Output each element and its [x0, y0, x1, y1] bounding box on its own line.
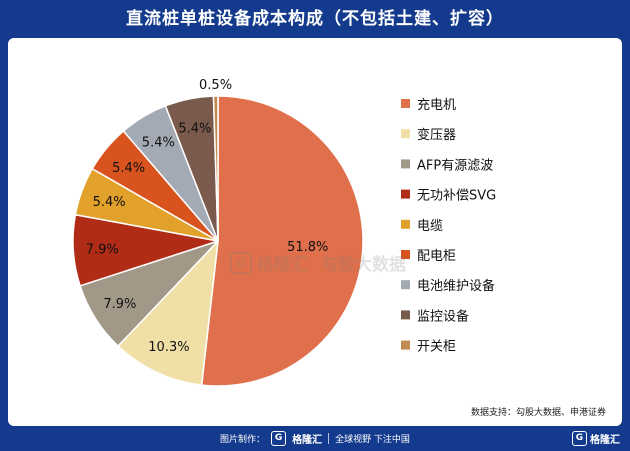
- footer-corner-logo-name: 格隆汇: [590, 435, 620, 446]
- chart-title: 直流桩单桩设备成本构成（不包括土建、扩容）: [126, 9, 504, 29]
- watermark-logo-name: 格隆汇: [257, 255, 308, 275]
- legend-swatch-0: [401, 99, 410, 108]
- legend-label-6: 电池维护设备: [417, 278, 495, 294]
- data-label-0: 51.8%: [287, 240, 328, 255]
- legend-label-1: 变压器: [417, 127, 456, 143]
- legend-label-5: 配电柜: [417, 249, 456, 264]
- pie-slice-0: [200, 95, 364, 387]
- pie-slice-8: [212, 95, 219, 242]
- legend-swatch-4: [401, 219, 410, 229]
- legend-label-8: 开关柜: [417, 340, 456, 355]
- data-label-svg: 7.9%: [86, 243, 119, 258]
- gelonghui-corner-logo-icon: G: [572, 431, 587, 446]
- legend-label-0: 充电机: [417, 97, 456, 113]
- legend-swatch-5: [401, 250, 410, 259]
- footer-image-label: 图片制作：: [220, 435, 266, 445]
- gelonghui-logo-icon: G: [271, 431, 287, 446]
- legend-label-afp: AFP有源滤波: [417, 158, 493, 173]
- pie-slice-1: [117, 238, 219, 386]
- data-label-1: 10.3%: [148, 340, 189, 355]
- chart-card: 51.8% 10.3% 7.9% 7.9% 5.4% 5.4% 5.4% 5.4% 0.5% 充…: [8, 38, 622, 426]
- legend-swatch-afp: [401, 159, 410, 169]
- legend-swatch-6: [401, 280, 410, 290]
- pie-labels: 51.8%10.3%7.9%7.9%5.4%5.4%5.4%5.4%0.5%: [86, 78, 329, 355]
- footer-slogan: 全球视野 下注中国: [335, 435, 410, 445]
- data-label-6: 5.4%: [142, 136, 175, 151]
- data-label-7: 5.4%: [178, 121, 211, 136]
- watermark: G 格隆汇 勾股大数据: [230, 250, 406, 275]
- data-label-4: 5.4%: [93, 195, 126, 210]
- watermark-brand: 勾股大数据: [321, 255, 406, 275]
- data-label-afp: 7.9%: [103, 297, 136, 312]
- footer: 图片制作： G 格隆汇 全球视野 下注中国 G 格隆汇: [0, 426, 630, 451]
- legend-swatch-svg: [401, 189, 410, 199]
- footer-logo-name: 格隆汇: [292, 435, 323, 446]
- source-note: 数据支持：勾股大数据、申港证券: [470, 408, 606, 418]
- legend-swatch-1: [401, 129, 410, 139]
- legend-label-7: 监控设备: [417, 308, 469, 324]
- data-label-5: 5.4%: [112, 161, 145, 176]
- pie-slices: [72, 95, 364, 387]
- data-label-8: 0.5%: [199, 78, 232, 93]
- legend-swatch-8: [401, 340, 410, 350]
- footer-divider: [328, 433, 330, 444]
- pie-chart: 51.8%10.3%7.9%7.9%5.4%5.4%5.4%5.4%0.5% 充…: [72, 78, 496, 387]
- legend-swatch-7: [401, 310, 410, 320]
- legend-label-4: 电缆: [417, 218, 443, 234]
- watermark-logo-icon: G: [230, 251, 252, 274]
- legend-label-svg: 无功补偿SVG: [417, 189, 496, 204]
